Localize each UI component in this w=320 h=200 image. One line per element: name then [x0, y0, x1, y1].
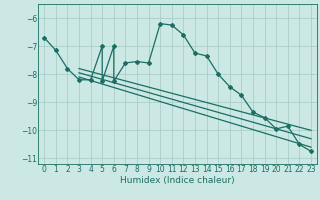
X-axis label: Humidex (Indice chaleur): Humidex (Indice chaleur) — [120, 176, 235, 185]
